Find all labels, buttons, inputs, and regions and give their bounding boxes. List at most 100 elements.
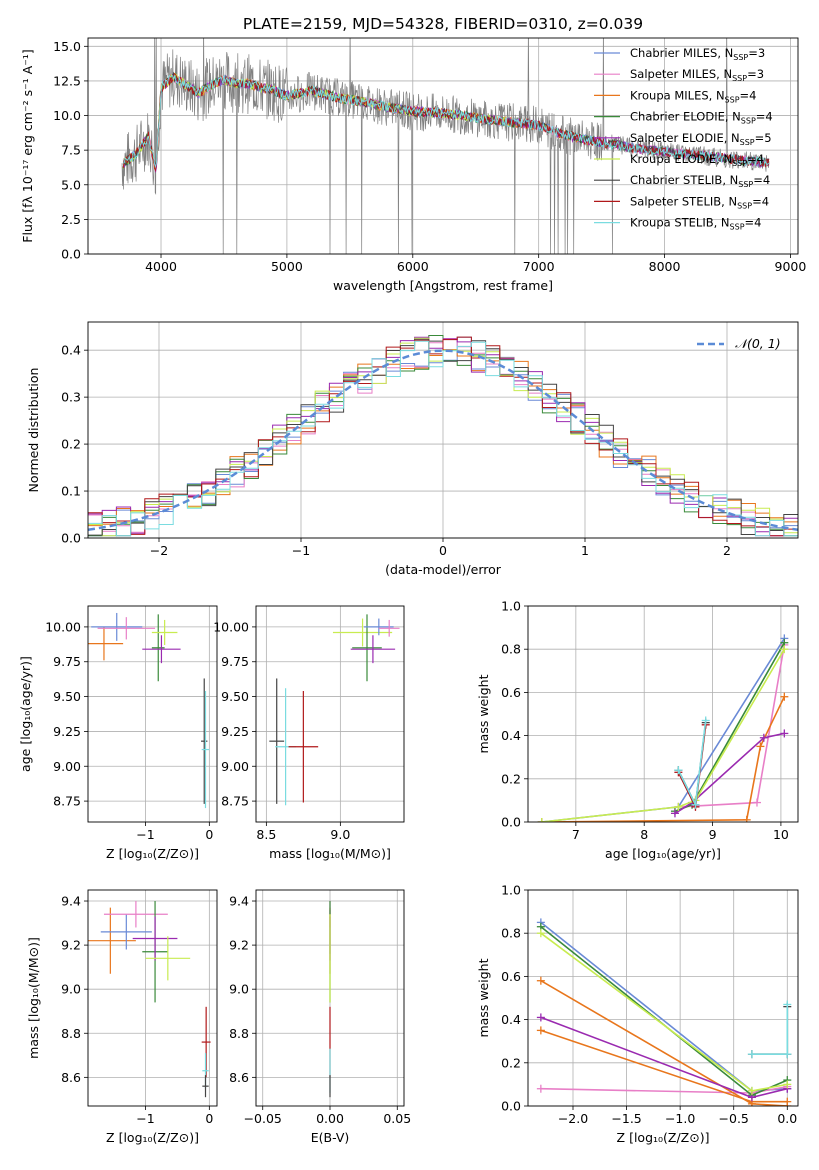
x-tick-label: 1 bbox=[581, 543, 589, 558]
residual-histogram bbox=[88, 336, 798, 537]
y-tick-label: 0.4 bbox=[501, 728, 521, 743]
error-cross bbox=[151, 614, 165, 682]
y-tick-label: 9.50 bbox=[221, 689, 249, 704]
x-tick-label: −1 bbox=[136, 1111, 154, 1126]
x-tick-label: 10 bbox=[773, 827, 789, 842]
y-tick-label: 10.0 bbox=[53, 108, 81, 123]
y-tick-label: 0.0 bbox=[501, 1099, 521, 1114]
plot-area bbox=[121, 38, 770, 254]
x-tick-label: 0 bbox=[439, 543, 447, 558]
y-tick-label: 8.8 bbox=[61, 1026, 81, 1041]
y-tick-label: 8.75 bbox=[53, 794, 81, 809]
error-cross bbox=[91, 612, 143, 641]
x-tick-label: 8 bbox=[640, 827, 648, 842]
y-tick-label: 0.3 bbox=[61, 390, 81, 405]
y-axis-label: Normed distribution bbox=[26, 368, 41, 493]
legend-label: Kroupa ELODIE, NSSP=4 bbox=[630, 152, 764, 168]
x-tick-label: −1 bbox=[292, 543, 310, 558]
x-tick-label: 0.00 bbox=[316, 1111, 344, 1126]
data-point-marker bbox=[536, 976, 545, 985]
data-point-marker bbox=[701, 716, 710, 725]
data-point-marker bbox=[536, 1084, 545, 1093]
panel-age-vs-mass: 8.5 9.0 8.75 9.00 9.25 9.50 9.75 10.00 mass [log… bbox=[213, 605, 405, 861]
data-point-marker bbox=[780, 729, 789, 738]
y-tick-label: 9.75 bbox=[221, 654, 249, 669]
y-tick-label: 5.0 bbox=[61, 177, 81, 192]
y-tick-label: 8.75 bbox=[221, 794, 249, 809]
error-cross bbox=[378, 619, 400, 637]
error-cross bbox=[151, 619, 178, 646]
y-tick-label: 8.8 bbox=[229, 1026, 249, 1041]
error-cross bbox=[142, 635, 181, 664]
x-tick-label: 9000 bbox=[775, 259, 807, 274]
x-tick-label: 8.5 bbox=[256, 827, 276, 842]
error-cross bbox=[332, 618, 393, 647]
panel-residuals: −2 −1 0 1 2 0.0 0.1 0.2 0.3 0.4 (data-model)/error… bbox=[26, 321, 799, 577]
x-tick-label: 9 bbox=[709, 827, 717, 842]
legend-label: Chabrier ELODIE, NSSP=4 bbox=[630, 110, 773, 126]
plot-area bbox=[88, 901, 211, 1098]
data-point-marker bbox=[780, 645, 789, 654]
y-tick-label: 0.0 bbox=[61, 531, 81, 546]
data-point-marker bbox=[674, 766, 683, 775]
error-cross bbox=[103, 901, 168, 928]
y-tick-label: 10.00 bbox=[45, 619, 81, 634]
data-point-marker bbox=[783, 1000, 792, 1009]
data-point-marker bbox=[536, 1026, 545, 1035]
error-cross bbox=[202, 1075, 209, 1098]
plot-area bbox=[88, 335, 798, 537]
error-cross bbox=[201, 1006, 211, 1078]
data-point-marker bbox=[747, 1050, 756, 1059]
x-axis-label: Z [log₁₀(Z/Z⊙)] bbox=[106, 1130, 199, 1145]
x-axis-label: E(B-V) bbox=[311, 1130, 350, 1145]
y-tick-label: 9.2 bbox=[61, 938, 81, 953]
mass-weight-line bbox=[540, 1016, 788, 1099]
error-cross bbox=[88, 626, 124, 661]
legend-label: Chabrier MILES, NSSP=3 bbox=[630, 46, 765, 62]
error-cross bbox=[350, 635, 396, 664]
grid-lines bbox=[528, 605, 798, 823]
error-cross bbox=[97, 617, 156, 640]
mass-weight-line bbox=[674, 732, 785, 815]
legend-label: Chabrier STELIB, NSSP=4 bbox=[630, 173, 770, 189]
mass-weight-line bbox=[751, 1006, 789, 1055]
error-cross bbox=[100, 914, 152, 950]
y-tick-label: 0.8 bbox=[501, 642, 521, 657]
panel-mass-vs-ebv: −0.05 0.00 0.05 8.6 8.8 9.0 9.2 9.4 E(B-V) bbox=[229, 889, 411, 1145]
y-tick-label: 0.2 bbox=[501, 771, 521, 786]
error-cross bbox=[145, 936, 191, 981]
mass-weight-line bbox=[541, 648, 785, 822]
data-point-marker bbox=[747, 1086, 756, 1095]
y-tick-label: 15.0 bbox=[53, 39, 81, 54]
x-axis-label: age [log₁₀(age/yr)] bbox=[605, 846, 721, 861]
x-tick-label: 0.05 bbox=[383, 1111, 411, 1126]
y-tick-label: 9.2 bbox=[229, 938, 249, 953]
grid-lines bbox=[88, 606, 217, 822]
x-tick-label: −2.0 bbox=[558, 1111, 588, 1126]
y-tick-label: 9.0 bbox=[61, 982, 81, 997]
axes-frame bbox=[87, 889, 218, 1107]
legend-label: Kroupa MILES, NSSP=4 bbox=[630, 88, 756, 104]
y-axis-label: mass weight bbox=[476, 674, 491, 753]
x-tick-label: 0.0 bbox=[777, 1111, 797, 1126]
x-tick-label: −1 bbox=[136, 827, 154, 842]
data-point-marker bbox=[670, 809, 679, 818]
error-cross bbox=[201, 678, 208, 804]
grid-lines bbox=[528, 889, 798, 1107]
x-tick-label: −1.0 bbox=[665, 1111, 695, 1126]
y-axis-label: mass weight bbox=[476, 958, 491, 1037]
error-cross bbox=[201, 691, 210, 809]
x-tick-label: −0.5 bbox=[719, 1111, 749, 1126]
y-tick-label: 8.6 bbox=[229, 1070, 249, 1085]
y-tick-label: 9.00 bbox=[53, 759, 81, 774]
plot-area bbox=[269, 614, 400, 806]
y-tick-label: 9.00 bbox=[221, 759, 249, 774]
residual-histogram bbox=[88, 340, 798, 537]
data-point-marker bbox=[691, 800, 700, 809]
y-tick-label: 9.50 bbox=[53, 689, 81, 704]
y-tick-label: 0.0 bbox=[61, 247, 81, 262]
y-tick-label: 9.0 bbox=[229, 982, 249, 997]
plot-area bbox=[88, 612, 210, 809]
x-tick-label: 8000 bbox=[649, 259, 681, 274]
y-tick-label: 0.2 bbox=[501, 1055, 521, 1070]
